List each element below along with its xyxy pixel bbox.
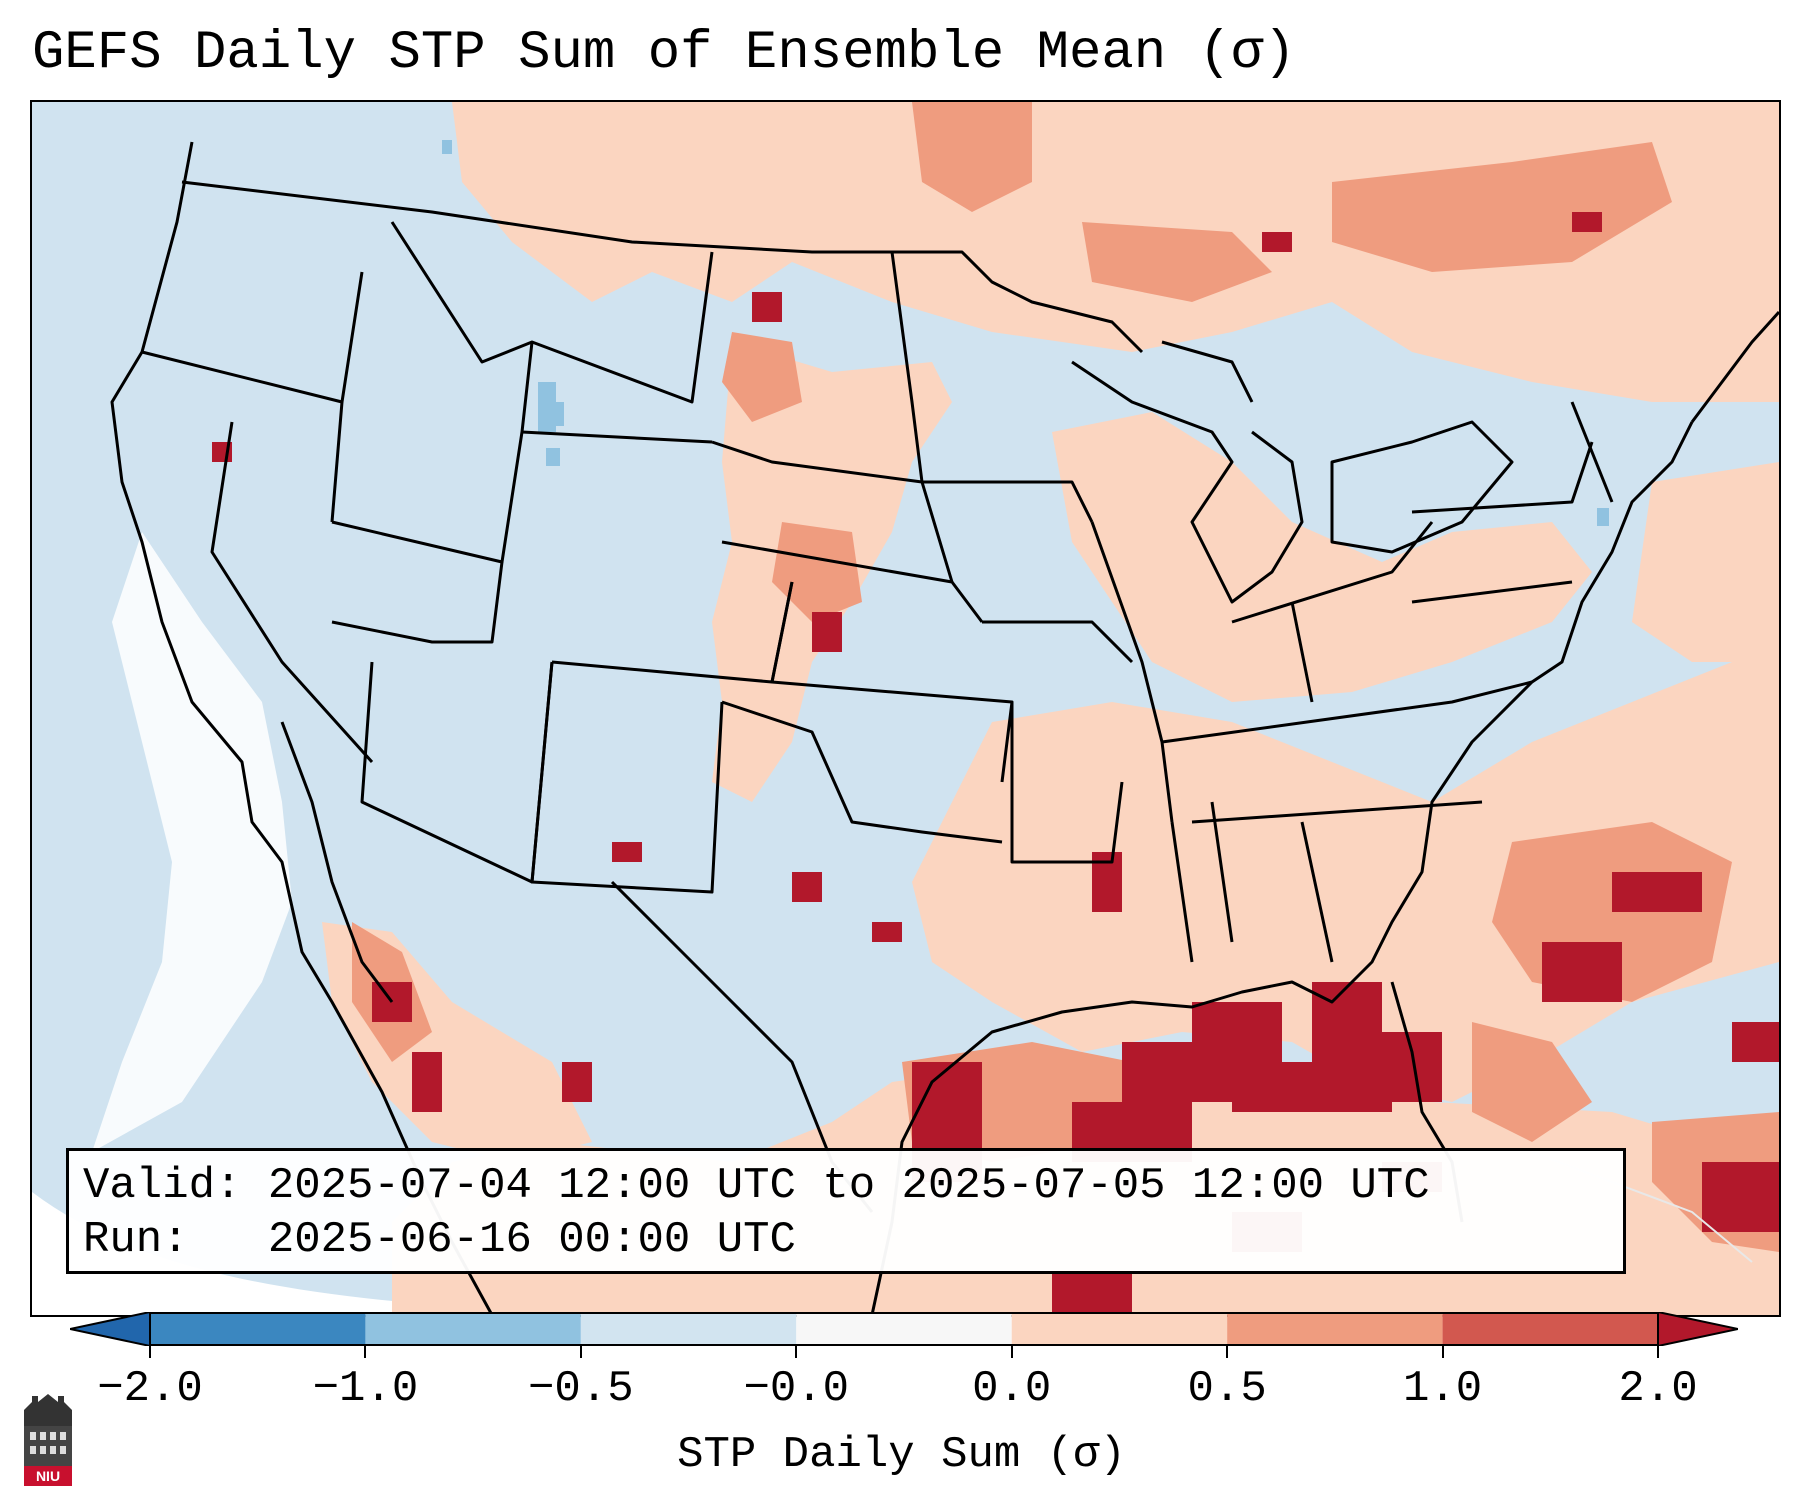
colorbar-tick-label: −2.0 <box>97 1364 203 1414</box>
colorbar-segment <box>365 1312 581 1346</box>
no-data-region <box>32 1192 592 1315</box>
anomaly-field-strong <box>212 212 1779 1312</box>
colorbar-extend-min <box>70 1312 151 1346</box>
conus-map <box>32 102 1779 1315</box>
colorbar-tick-label: 2.0 <box>1618 1364 1698 1414</box>
run-time-line: Run: 2025-06-16 00:00 UTC <box>83 1215 796 1265</box>
colorbar-tick-mark <box>364 1346 367 1358</box>
colorbar-segment <box>150 1312 366 1346</box>
colorbar-extend-max <box>1657 1312 1738 1346</box>
chart-title: GEFS Daily STP Sum of Ensemble Mean (σ) <box>32 23 1296 84</box>
colorbar-tick-label: 1.0 <box>1402 1364 1483 1414</box>
niu-logo-icon: NIU <box>24 1394 72 1486</box>
anomaly-field-negative <box>442 140 1609 526</box>
no-data-region <box>92 532 292 1152</box>
colorbar-tick-label: −0.0 <box>743 1364 850 1414</box>
colorbar-tick-label: 0.5 <box>1187 1364 1267 1414</box>
state-boundaries <box>110 141 1779 1315</box>
colorbar-segments <box>149 1312 1659 1346</box>
colorbar-tick-mark <box>1226 1346 1229 1358</box>
colorbar-tick-label: −0.5 <box>528 1364 634 1414</box>
colorbar-tick-mark <box>1441 1346 1444 1358</box>
colorbar-segment <box>1442 1312 1658 1346</box>
colorbar-tick-label: −1.0 <box>312 1364 419 1414</box>
colorbar-segment <box>580 1312 797 1346</box>
colorbar-tick-mark <box>149 1346 151 1358</box>
map-panel <box>30 100 1781 1317</box>
colorbar-segment <box>796 1312 1012 1346</box>
colorbar-tick-mark <box>1657 1346 1659 1358</box>
colorbar-tick-mark <box>579 1346 582 1358</box>
colorbar-segment <box>1011 1312 1228 1346</box>
svg-text:NIU: NIU <box>36 1468 60 1484</box>
valid-time-line: Valid: 2025-07-04 12:00 UTC to 2025-07-0… <box>83 1161 1430 1211</box>
colorbar-tick-mark <box>1010 1346 1013 1358</box>
colorbar-segment <box>1227 1312 1443 1346</box>
colorbar-tick-label: 0.0 <box>972 1364 1052 1414</box>
colorbar <box>70 1312 1738 1346</box>
colorbar-tick-mark <box>795 1346 798 1358</box>
valid-run-box: Valid: 2025-07-04 12:00 UTC to 2025-07-0… <box>66 1148 1626 1274</box>
colorbar-label: STP Daily Sum (σ) <box>677 1430 1126 1480</box>
